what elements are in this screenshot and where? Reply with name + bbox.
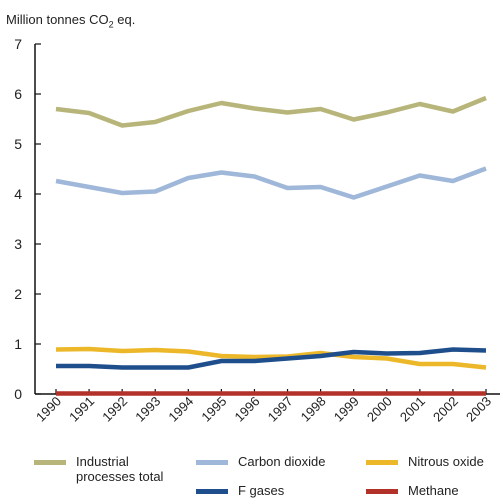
legend-label-n2o: Nitrous oxide xyxy=(408,454,484,469)
legend-swatch-methane xyxy=(366,489,398,494)
x-tick-label: 1996 xyxy=(232,394,263,425)
y-axis-unit-label: Million tonnes CO2 eq. xyxy=(6,12,135,30)
y-tick-label: 7 xyxy=(14,36,22,52)
legend-item-industrial: Industrial processes total xyxy=(34,454,163,484)
y-tick-label: 2 xyxy=(14,286,22,302)
unit-label-text: Million tonnes CO xyxy=(6,12,109,27)
legend-label-methane: Methane xyxy=(408,483,459,498)
line-chart: 0 1 2 3 4 5 6 7 1990 1991 1992 1993 1994 1995 1996 1997… xyxy=(14,36,500,425)
legend-swatch-industrial xyxy=(34,460,66,465)
x-tick-label: 1992 xyxy=(99,394,130,425)
y-tick-label: 4 xyxy=(14,186,22,202)
y-tick-label: 0 xyxy=(14,386,22,402)
legend-item-methane: Methane xyxy=(366,483,459,498)
legend-item-n2o: Nitrous oxide xyxy=(366,454,484,469)
legend-item-co2: Carbon dioxide xyxy=(196,454,325,469)
series-line-co2 xyxy=(55,166,487,200)
x-tick-label: 1999 xyxy=(331,394,362,425)
legend-swatch-fgases xyxy=(196,489,228,494)
y-tick-label: 1 xyxy=(14,336,22,352)
series-line-n2o xyxy=(55,346,487,370)
x-tick-label: 1997 xyxy=(265,394,296,425)
x-tick-label: 1993 xyxy=(132,394,163,425)
legend-label-co2: Carbon dioxide xyxy=(238,454,326,469)
y-tick-label: 3 xyxy=(14,236,22,252)
legend-swatch-n2o xyxy=(366,460,398,465)
legend-swatch-co2 xyxy=(196,460,228,465)
x-tick-label: 2000 xyxy=(364,394,395,425)
unit-label-subscript: 2 xyxy=(108,19,114,30)
x-tick-label: 2002 xyxy=(430,394,461,425)
legend-label-industrial-line2: processes total xyxy=(76,469,164,484)
legend-label-fgases: F gases xyxy=(238,483,285,498)
legend-label-industrial-line1: Industrial xyxy=(76,454,129,469)
series-line-industrial xyxy=(55,95,487,128)
legend-item-fgases: F gases xyxy=(196,483,284,498)
unit-label-suffix: eq. xyxy=(113,12,136,27)
x-tick-label: 1990 xyxy=(33,394,64,425)
x-tick-label: 1998 xyxy=(298,394,329,425)
chart-legend: Industrial processes total Carbon dioxid… xyxy=(0,452,502,498)
x-tick-label: 1991 xyxy=(66,394,97,425)
x-tick-label: 1994 xyxy=(165,394,196,425)
y-tick-label: 5 xyxy=(14,136,22,152)
x-tick-label: 2003 xyxy=(463,394,494,425)
legend-label-industrial: Industrial processes total xyxy=(76,454,163,484)
y-tick-label: 6 xyxy=(14,86,22,102)
x-tick-label: 1995 xyxy=(198,394,229,425)
series-line-fgases xyxy=(56,347,487,370)
x-tick-label: 2001 xyxy=(397,394,428,425)
